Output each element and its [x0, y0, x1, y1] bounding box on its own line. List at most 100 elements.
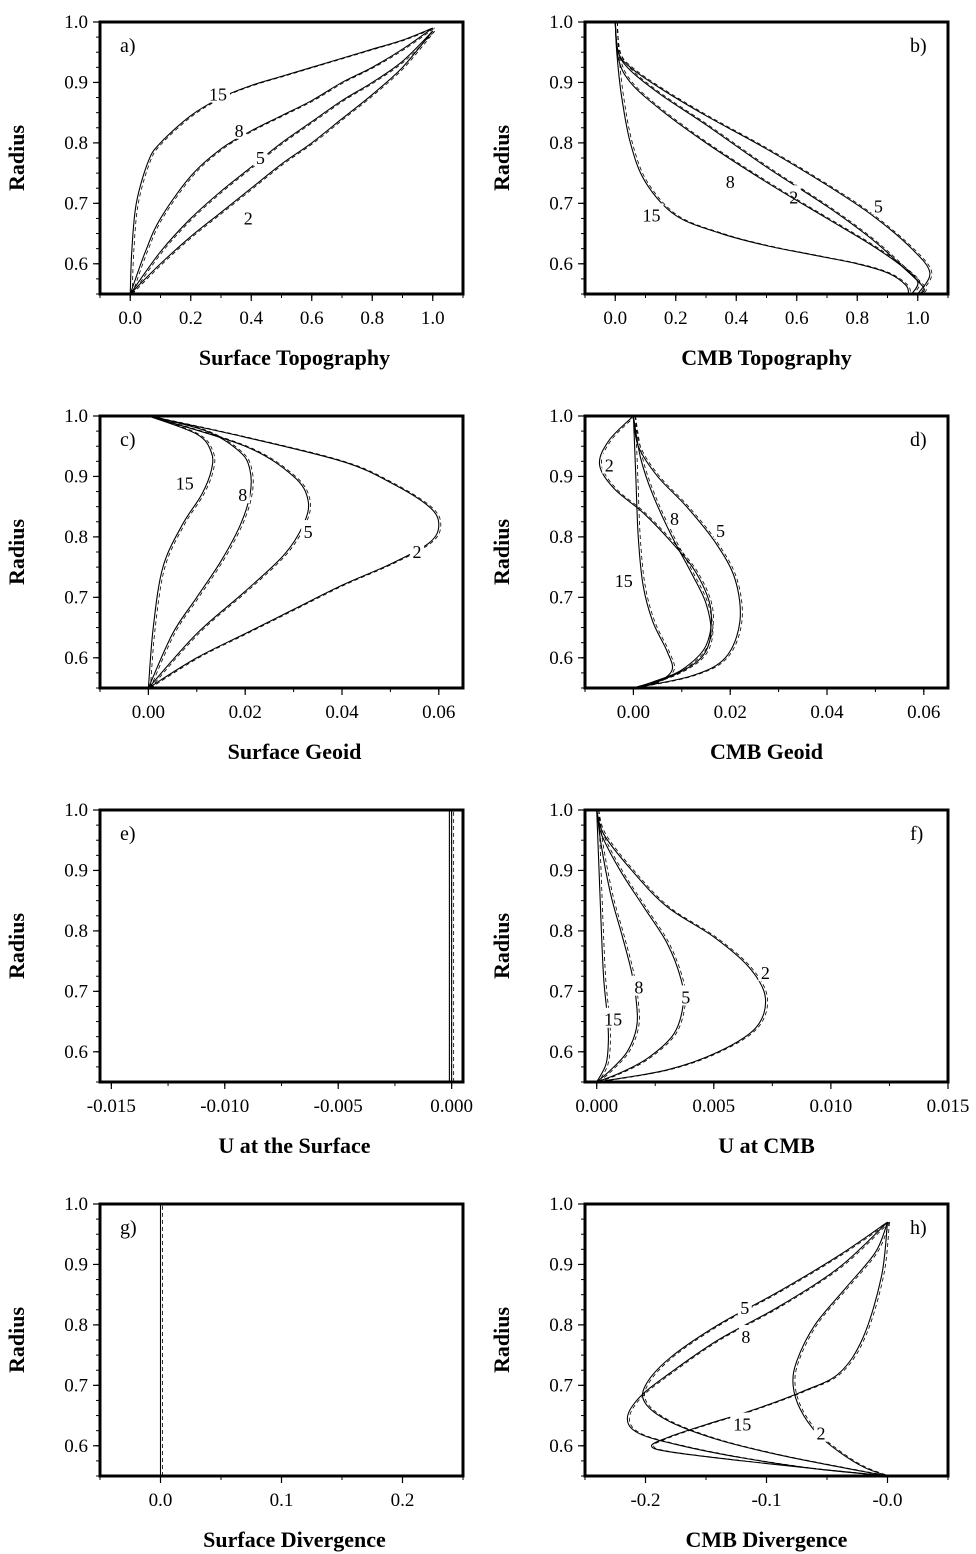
y-tick-label: 0.9 — [549, 1254, 573, 1275]
y-axis-title: Radius — [489, 913, 514, 979]
curve-label: 8 — [238, 485, 247, 505]
x-tick-label: -0.005 — [314, 1096, 363, 1117]
x-axis-title: U at CMB — [718, 1133, 815, 1158]
y-tick-label: 0.7 — [549, 587, 573, 608]
panel-label: e) — [120, 823, 136, 845]
panel-label: a) — [120, 35, 136, 57]
series-line-8 — [615, 22, 918, 294]
y-tick-label: 0.9 — [549, 72, 573, 93]
y-tick-label: 1.0 — [64, 800, 88, 821]
y-axis-title: Radius — [4, 125, 29, 191]
series-line-2 — [130, 31, 433, 294]
panel-d: 0.6 0.7 0.8 0.9 1.0 0.00 0.02 0.04 0.06 2 5 8 15 d) CM… — [489, 406, 948, 764]
curve-label: 2 — [761, 963, 770, 983]
y-tick-label: 0.6 — [549, 1436, 573, 1457]
series-line-2 — [148, 416, 438, 688]
panel-label: h) — [910, 1217, 927, 1239]
x-tick-label: 0.8 — [360, 308, 384, 329]
series-line-8 — [148, 416, 251, 688]
y-axis-title: Radius — [4, 519, 29, 585]
series-line-2 — [597, 810, 766, 1082]
series-line-dashed-8 — [617, 22, 920, 294]
series-line-15 — [652, 1222, 888, 1476]
series-line-15 — [130, 28, 433, 294]
y-axis-title: Radius — [489, 125, 514, 191]
series-line-5 — [633, 416, 740, 688]
x-tick-label: 0.2 — [179, 308, 203, 329]
x-tick-label: 0.1 — [270, 1490, 294, 1511]
y-tick-label: 1.0 — [64, 406, 88, 427]
x-tick-label: 0.015 — [927, 1096, 970, 1117]
curve-label: 2 — [413, 542, 422, 562]
x-tick-label: 1.0 — [421, 308, 445, 329]
y-axis-title: Radius — [489, 1307, 514, 1373]
panel-a: 0.60.70.80.91.00.0 0.2 0.4 0.6 0.8 1.025815a)… — [4, 12, 463, 370]
x-tick-label: -0.010 — [200, 1096, 249, 1117]
y-tick-label: 0.7 — [549, 193, 573, 214]
x-tick-label: 0.8 — [845, 308, 869, 329]
curve-label: 8 — [726, 172, 735, 192]
x-tick-label: -0.0 — [872, 1490, 902, 1511]
x-tick-label: 0.4 — [239, 308, 263, 329]
series-line-dashed-8 — [599, 810, 640, 1082]
curve-label: 15 — [209, 85, 227, 105]
y-axis-title: Radius — [4, 1307, 29, 1373]
x-tick-label: 1.0 — [906, 308, 930, 329]
x-tick-label: 0.000 — [430, 1096, 473, 1117]
x-tick-label: 0.00 — [617, 702, 650, 723]
panel-f: 0.6 0.7 0.8 0.9 1.0 0.000 0.005 0.010 0.015 2 5 8 15… — [489, 800, 969, 1158]
x-axis-title: CMB Geoid — [710, 739, 823, 764]
y-tick-label: 0.8 — [64, 921, 88, 942]
curve-label: 5 — [740, 1298, 749, 1318]
x-tick-label: 0.010 — [810, 1096, 853, 1117]
curve-label: 5 — [874, 196, 883, 216]
y-tick-label: 1.0 — [549, 800, 573, 821]
x-tick-label: 0.00 — [132, 702, 165, 723]
panel-g: 0.60.70.80.91.00.0 0.1 0.2g)Surface Diverg… — [4, 1194, 463, 1552]
curve-label: 15 — [615, 571, 633, 591]
panel-b: 0.60.70.80.91.00.0 0.2 0.4 0.6 0.8 1.02 5815b)… — [489, 12, 948, 370]
y-tick-label: 1.0 — [64, 1194, 88, 1215]
y-tick-label: 1.0 — [549, 1194, 573, 1215]
x-axis-title: CMB Divergence — [686, 1527, 848, 1552]
x-tick-label: -0.015 — [87, 1096, 136, 1117]
curve-label: 15 — [604, 1010, 622, 1030]
series-line-dashed-15 — [617, 22, 910, 294]
curve-label: 2 — [244, 208, 253, 228]
x-tick-label: 0.2 — [391, 1490, 415, 1511]
curve-label: 8 — [741, 1327, 750, 1347]
series-line-dashed-15 — [132, 28, 435, 294]
curve-label: 15 — [643, 205, 661, 225]
y-tick-label: 0.7 — [64, 587, 88, 608]
x-axis-title: CMB Topography — [681, 345, 852, 370]
curve-label: 5 — [256, 148, 265, 168]
x-tick-label: 0.0 — [149, 1490, 173, 1511]
y-tick-label: 1.0 — [64, 12, 88, 33]
x-tick-label: 0.005 — [692, 1096, 735, 1117]
y-tick-label: 0.6 — [549, 254, 573, 275]
x-tick-label: 0.4 — [724, 308, 748, 329]
plot-frame — [585, 22, 948, 294]
curve-label: 5 — [681, 987, 690, 1007]
y-tick-label: 0.9 — [64, 1254, 88, 1275]
y-tick-label: 0.9 — [549, 466, 573, 487]
x-tick-label: -0.2 — [630, 1490, 660, 1511]
curve-label: 15 — [176, 474, 194, 494]
series-line-15 — [615, 22, 908, 294]
y-tick-label: 1.0 — [549, 12, 573, 33]
panel-label: d) — [910, 429, 927, 451]
x-tick-label: 0.0 — [603, 308, 627, 329]
series-line-8 — [130, 28, 433, 294]
panel-label: b) — [910, 35, 927, 57]
series-line-15 — [148, 416, 212, 688]
plot-frame — [100, 416, 463, 688]
curve-label: 5 — [716, 521, 725, 541]
series-line-dashed-2 — [599, 810, 768, 1082]
y-tick-label: 0.6 — [549, 1042, 573, 1063]
panel-h: 0.60.70.80.91.0-0.2 -0.1 -0.025815h)CMB Di… — [489, 1194, 948, 1552]
panel-label: f) — [910, 823, 923, 845]
curve-label: 2 — [816, 1424, 825, 1444]
panel-e: 0.60.70.80.91.0-0.015 -0.010 -0.005 0.000e)… — [4, 800, 473, 1158]
panel-label: g) — [120, 1217, 137, 1239]
